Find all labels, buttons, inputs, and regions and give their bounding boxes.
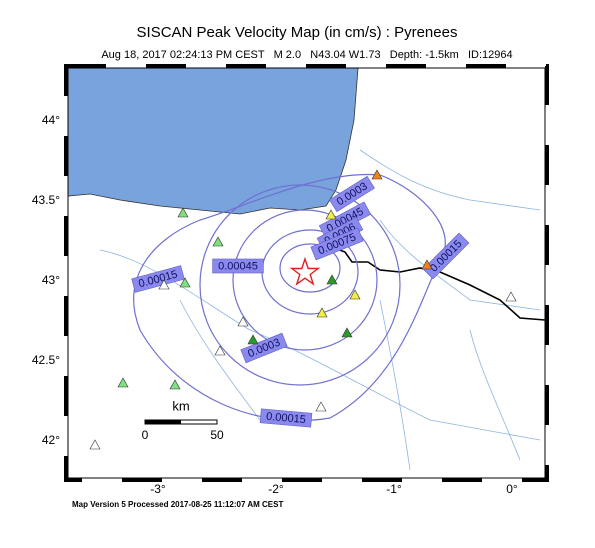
scale-unit: km bbox=[172, 398, 189, 413]
contour-label-text: 0.00045 bbox=[218, 260, 258, 272]
scale-tick: 50 bbox=[210, 428, 224, 442]
lat-label: 43° bbox=[42, 273, 60, 287]
footer: Map Version 5 Processed 2017-08-25 11:12… bbox=[72, 500, 283, 509]
sea bbox=[67, 67, 359, 215]
lon-label: -1° bbox=[386, 482, 402, 496]
border bbox=[325, 244, 546, 321]
stations bbox=[89, 169, 517, 450]
subtitle: Aug 18, 2017 02:24:13 PM CEST M 2.0 N43.… bbox=[101, 49, 512, 61]
lat-label: 42.5° bbox=[32, 353, 60, 367]
epicenter bbox=[289, 256, 321, 286]
frame-ticks bbox=[64, 64, 549, 482]
rivers bbox=[99, 149, 541, 471]
contour-label-box bbox=[212, 258, 264, 274]
contour-label: 0.00015 bbox=[259, 408, 313, 428]
title: SISCAN Peak Velocity Map (in cm/s) : Pyr… bbox=[137, 24, 458, 41]
scale-bar: km 0 50 bbox=[142, 398, 224, 442]
contour-label-text: 0.00015 bbox=[266, 411, 307, 426]
lon-label: -2° bbox=[268, 482, 284, 496]
lat-label: 42° bbox=[42, 433, 60, 447]
scale-tick: 0 bbox=[142, 428, 149, 442]
lon-label: -3° bbox=[150, 482, 166, 496]
contour-label-box bbox=[422, 232, 470, 280]
lon-label: 0° bbox=[506, 482, 518, 496]
contour-label-box bbox=[131, 265, 185, 293]
contour-label-box bbox=[310, 227, 364, 261]
contour-label-box bbox=[329, 175, 375, 213]
lat-label: 44° bbox=[42, 113, 60, 127]
lat-label: 43.5° bbox=[32, 193, 60, 207]
contour-label-box bbox=[240, 332, 288, 364]
contour-label-box bbox=[259, 408, 313, 428]
contour-label: 0.00045 bbox=[212, 258, 264, 274]
